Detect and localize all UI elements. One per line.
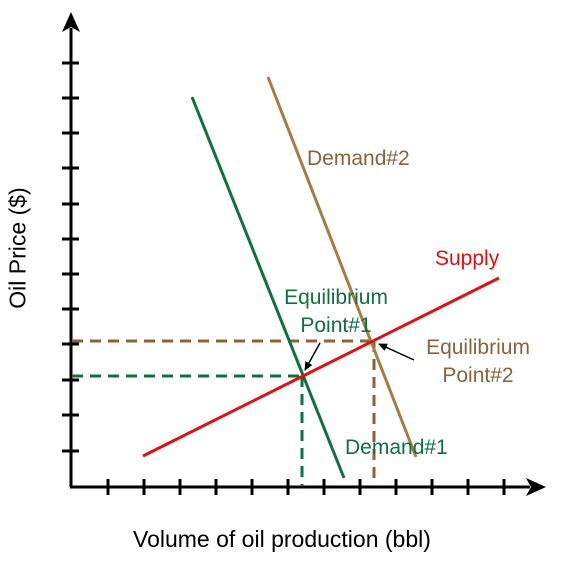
demand1-label: Demand#1 — [345, 436, 448, 459]
demand2-curve — [266, 76, 418, 458]
y-axis-arrow-icon — [62, 12, 80, 32]
equilibrium1-pointer-arrow — [304, 342, 321, 371]
supply-label: Supply — [435, 247, 500, 270]
y-axis-ticks — [62, 61, 79, 453]
equilibrium1-label: Equilibrium Point#1 — [270, 284, 402, 340]
equilibrium1-guides — [72, 374, 304, 486]
equilibrium2-guides — [72, 339, 376, 486]
equilibrium2-label-line2: Point#2 — [442, 364, 514, 387]
x-axis — [70, 478, 546, 496]
y-axis — [62, 12, 80, 487]
demand1-curve — [190, 96, 346, 479]
supply-curve — [142, 276, 500, 458]
equilibrium2-label: Equilibrium Point#2 — [412, 334, 544, 390]
equilibrium2-pointer-arrow — [378, 343, 415, 361]
x-axis-arrow-icon — [526, 478, 546, 496]
equilibrium2-label-line1: Equilibrium — [426, 336, 530, 359]
x-axis-ticks — [106, 479, 506, 495]
demand2-label: Demand#2 — [307, 147, 410, 170]
x-axis-label: Volume of oil production (bbl) — [133, 526, 431, 552]
y-axis-label: Oil Price ($) — [4, 187, 31, 309]
equilibrium1-label-line2: Point#1 — [300, 314, 372, 337]
equilibrium1-label-line1: Equilibrium — [284, 286, 388, 309]
